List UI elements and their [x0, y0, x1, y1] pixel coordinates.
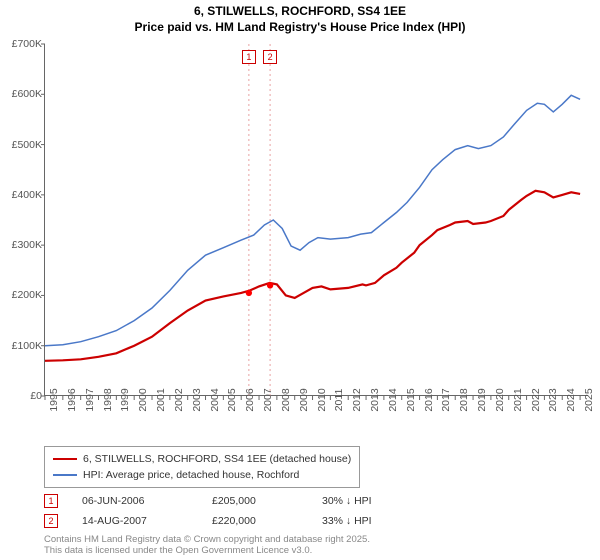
x-axis-label: 2001	[155, 388, 167, 411]
x-axis-label: 2002	[173, 388, 185, 411]
y-axis-label: £600K	[0, 88, 42, 100]
legend-swatch	[53, 474, 77, 477]
x-axis-label: 2018	[458, 388, 470, 411]
legend-row: HPI: Average price, detached house, Roch…	[53, 467, 351, 483]
x-axis-label: 1995	[48, 388, 60, 411]
x-axis-label: 2003	[191, 388, 203, 411]
legend-label: 6, STILWELLS, ROCHFORD, SS4 1EE (detache…	[83, 453, 351, 465]
transaction-table: 1 06-JUN-2006£205,00030% ↓ HPI 2 14-AUG-200…	[44, 491, 422, 531]
x-axis-label: 1999	[119, 388, 131, 411]
x-axis-label: 2020	[494, 388, 506, 411]
chart-container: 6, STILWELLS, ROCHFORD, SS4 1EE Price pa…	[0, 0, 600, 560]
transaction-marker: 2	[263, 50, 277, 64]
transaction-date: 14-AUG-2007	[82, 515, 212, 527]
x-axis-label: 2010	[316, 388, 328, 411]
footer-line-1: Contains HM Land Registry data © Crown c…	[44, 534, 370, 545]
y-axis-label: £300K	[0, 239, 42, 251]
x-axis-label: 1996	[66, 388, 78, 411]
y-axis-label: £500K	[0, 139, 42, 151]
legend-row: 6, STILWELLS, ROCHFORD, SS4 1EE (detache…	[53, 451, 351, 467]
transaction-row-marker: 2	[44, 514, 58, 528]
x-axis-label: 2012	[351, 388, 363, 411]
title-line-1: 6, STILWELLS, ROCHFORD, SS4 1EE	[0, 4, 600, 20]
x-axis-label: 2023	[547, 388, 559, 411]
legend-label: HPI: Average price, detached house, Roch…	[83, 469, 299, 481]
x-axis-label: 2009	[298, 388, 310, 411]
x-axis-label: 2016	[423, 388, 435, 411]
transaction-row: 2 14-AUG-2007£220,00033% ↓ HPI	[44, 511, 422, 531]
x-axis-label: 1998	[102, 388, 114, 411]
x-axis-label: 2013	[369, 388, 381, 411]
chart-title: 6, STILWELLS, ROCHFORD, SS4 1EE Price pa…	[0, 0, 600, 35]
x-axis-label: 2011	[333, 389, 345, 412]
legend: 6, STILWELLS, ROCHFORD, SS4 1EE (detache…	[44, 446, 360, 488]
transaction-pct: 30% ↓ HPI	[322, 495, 422, 507]
y-axis-label: £100K	[0, 340, 42, 352]
x-axis-label: 2021	[512, 388, 524, 411]
y-axis-label: £0	[0, 390, 42, 402]
title-line-2: Price paid vs. HM Land Registry's House …	[0, 20, 600, 36]
x-axis-label: 2017	[440, 388, 452, 411]
transaction-pct: 33% ↓ HPI	[322, 515, 422, 527]
footer-line-2: This data is licensed under the Open Gov…	[44, 545, 370, 556]
y-axis-label: £400K	[0, 189, 42, 201]
x-axis-label: 2007	[262, 388, 274, 411]
legend-swatch	[53, 458, 77, 461]
y-axis-label: £700K	[0, 38, 42, 50]
x-axis-label: 2000	[137, 388, 149, 411]
x-axis-label: 2004	[209, 388, 221, 411]
x-axis-label: 2006	[244, 388, 256, 411]
footer-attribution: Contains HM Land Registry data © Crown c…	[44, 534, 370, 557]
x-axis-label: 2025	[583, 388, 595, 411]
x-axis-label: 2015	[405, 388, 417, 411]
chart-svg	[45, 44, 588, 395]
transaction-row: 1 06-JUN-2006£205,00030% ↓ HPI	[44, 491, 422, 511]
plot-area: 12	[44, 44, 588, 396]
x-axis-label: 2008	[280, 388, 292, 411]
transaction-price: £220,000	[212, 515, 322, 527]
x-axis-label: 1997	[84, 388, 96, 411]
transaction-price: £205,000	[212, 495, 322, 507]
transaction-marker: 1	[242, 50, 256, 64]
x-axis-label: 2019	[476, 388, 488, 411]
x-axis-label: 2005	[226, 388, 238, 411]
transaction-date: 06-JUN-2006	[82, 495, 212, 507]
transaction-row-marker: 1	[44, 494, 58, 508]
x-axis-label: 2014	[387, 388, 399, 411]
x-axis-label: 2022	[530, 388, 542, 411]
x-axis-label: 2024	[565, 388, 577, 411]
y-axis-label: £200K	[0, 289, 42, 301]
